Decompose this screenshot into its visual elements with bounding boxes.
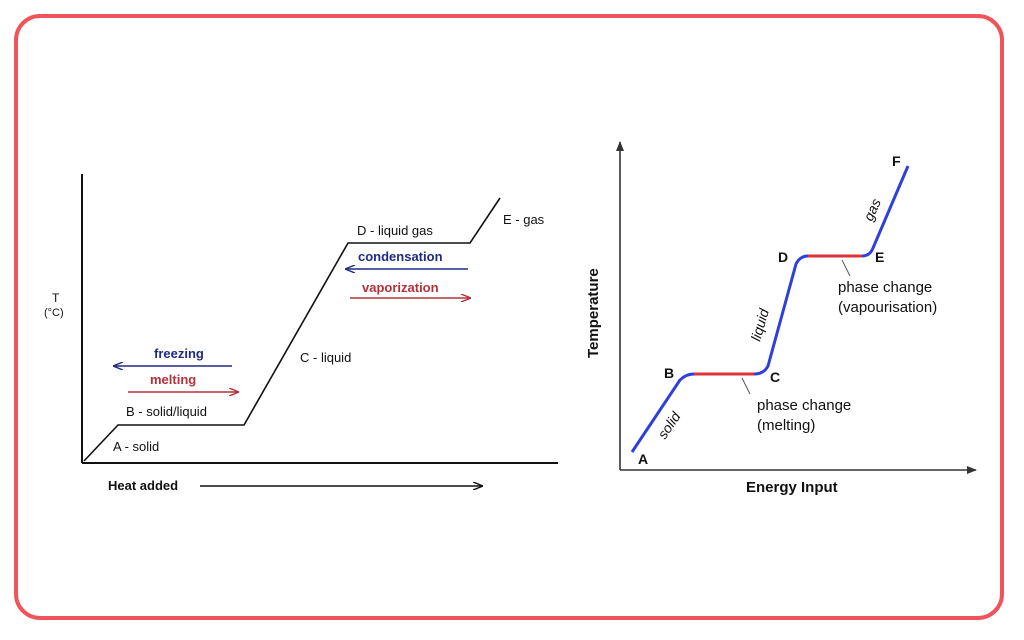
point-f-label: F	[892, 153, 901, 169]
right-x-label: Energy Input	[746, 479, 838, 496]
gas-heating-segment	[861, 165, 910, 258]
melting-annotation-line2: (melting)	[757, 417, 815, 434]
left-y-label-t: T	[52, 291, 60, 305]
point-d-label: D	[778, 249, 788, 265]
solid-heating-segment	[630, 372, 695, 453]
right-y-label: Temperature	[585, 268, 602, 358]
melting-pointer	[741, 377, 751, 395]
freezing-label: freezing	[154, 346, 204, 361]
gas-segment-label: gas	[860, 196, 884, 223]
condensation-label: condensation	[358, 249, 443, 264]
left-x-label: Heat added	[108, 478, 178, 493]
point-b-label: B	[664, 365, 674, 381]
vapour-annotation-line2: (vapourisation)	[838, 299, 937, 316]
label-d-liquid-gas: D - liquid gas	[357, 223, 433, 238]
label-e-gas: E - gas	[503, 212, 545, 227]
liquid-segment-label: liquid	[748, 306, 773, 343]
card-frame	[14, 14, 1004, 620]
liquid-heating-segment	[753, 254, 809, 376]
label-b-solid-liquid: B - solid/liquid	[126, 404, 207, 419]
vapourisation-pointer	[841, 259, 851, 277]
left-heating-diagram: T (°C) A - solid B - solid/liquid C - li…	[44, 174, 558, 493]
point-a-label: A	[638, 451, 648, 467]
melting-annotation-line1: phase change	[757, 397, 851, 414]
label-c-liquid: C - liquid	[300, 350, 351, 365]
left-heating-curve	[83, 197, 501, 462]
label-a-solid: A - solid	[113, 439, 159, 454]
left-y-label-unit: (°C)	[44, 307, 64, 319]
melting-label: melting	[150, 372, 196, 387]
vapour-annotation-line1: phase change	[838, 279, 932, 296]
point-c-label: C	[770, 369, 780, 385]
point-e-label: E	[875, 249, 884, 265]
right-heating-diagram: Temperature Energy Input A B C D E F sol…	[585, 141, 977, 496]
vaporization-label: vaporization	[362, 280, 439, 295]
